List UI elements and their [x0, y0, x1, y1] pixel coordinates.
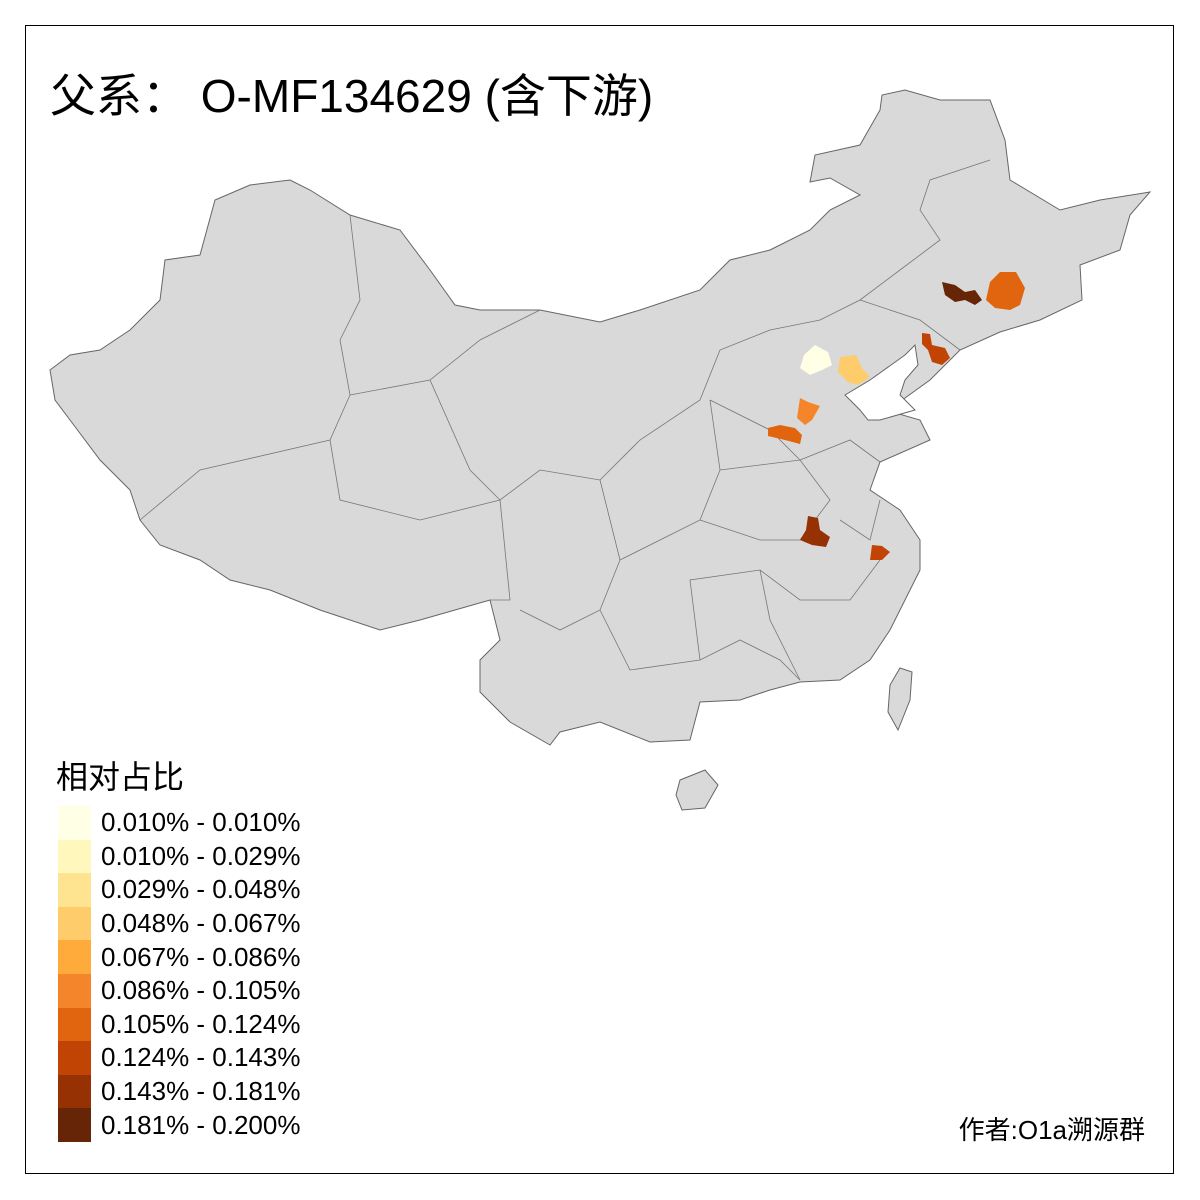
map-title: 父系： O-MF134629 (含下游): [50, 70, 654, 122]
legend-swatch: [58, 906, 91, 941]
region-0.124-0.143-b: [870, 545, 890, 560]
china-outline: [49, 89, 1152, 746]
legend-label: 0.105% - 0.124%: [101, 1008, 301, 1039]
legend-swatch: [58, 940, 91, 974]
region-0.086-0.105: [797, 398, 820, 425]
region-0.048-0.067: [838, 355, 870, 385]
taiwan-island: [887, 667, 913, 732]
legend-item: 0.010% - 0.010%: [58, 806, 300, 840]
legend: 0.010% - 0.010% 0.010% - 0.029% 0.029% - 0…: [58, 806, 300, 1142]
author-credit: 作者:O1a溯源群: [958, 1115, 1145, 1145]
region-0.010-0.010: [800, 345, 832, 375]
bohai-sea: [844, 343, 919, 421]
legend-label: 0.010% - 0.029%: [101, 840, 301, 871]
legend-swatch: [58, 1041, 91, 1075]
hainan-island: [675, 769, 719, 811]
legend-label: 0.143% - 0.181%: [101, 1076, 301, 1107]
legend-label: 0.010% - 0.010%: [101, 807, 301, 838]
legend-swatch: [58, 1108, 91, 1142]
legend-swatch: [58, 1074, 91, 1109]
legend-label: 0.124% - 0.143%: [101, 1042, 301, 1073]
legend-item: 0.143% - 0.181%: [58, 1074, 301, 1109]
legend-label: 0.048% - 0.067%: [101, 908, 301, 939]
legend-swatch: [58, 806, 91, 840]
legend-swatch: [58, 973, 91, 1008]
legend-item: 0.029% - 0.048%: [58, 873, 300, 907]
region-0.181-0.200: [942, 282, 982, 305]
legend-item: 0.010% - 0.029%: [58, 839, 301, 874]
region-0.105-0.124: [986, 272, 1025, 310]
plot-frame: [25, 25, 1174, 1174]
region-0.124-0.143: [922, 333, 950, 365]
region-0.105-0.124-b: [768, 425, 802, 444]
legend-item: 0.181% - 0.200%: [58, 1108, 300, 1142]
legend-item: 0.067% - 0.086%: [58, 940, 300, 974]
legend-label: 0.067% - 0.086%: [101, 941, 301, 972]
legend-swatch: [58, 839, 91, 874]
legend-item: 0.124% - 0.143%: [58, 1041, 300, 1075]
highlighted-regions: [768, 272, 1025, 560]
legend-label: 0.029% - 0.048%: [101, 874, 301, 905]
legend-item: 0.105% - 0.124%: [58, 1007, 301, 1042]
legend-swatch: [58, 1007, 91, 1042]
legend-label: 0.086% - 0.105%: [101, 975, 301, 1006]
region-0.143-0.181: [800, 516, 830, 547]
legend-item: 0.048% - 0.067%: [58, 906, 301, 941]
legend-label: 0.181% - 0.200%: [101, 1109, 301, 1140]
legend-swatch: [58, 873, 91, 907]
legend-title: 相对占比: [56, 759, 185, 795]
legend-item: 0.086% - 0.105%: [58, 973, 301, 1008]
province-borders: [139, 159, 991, 681]
